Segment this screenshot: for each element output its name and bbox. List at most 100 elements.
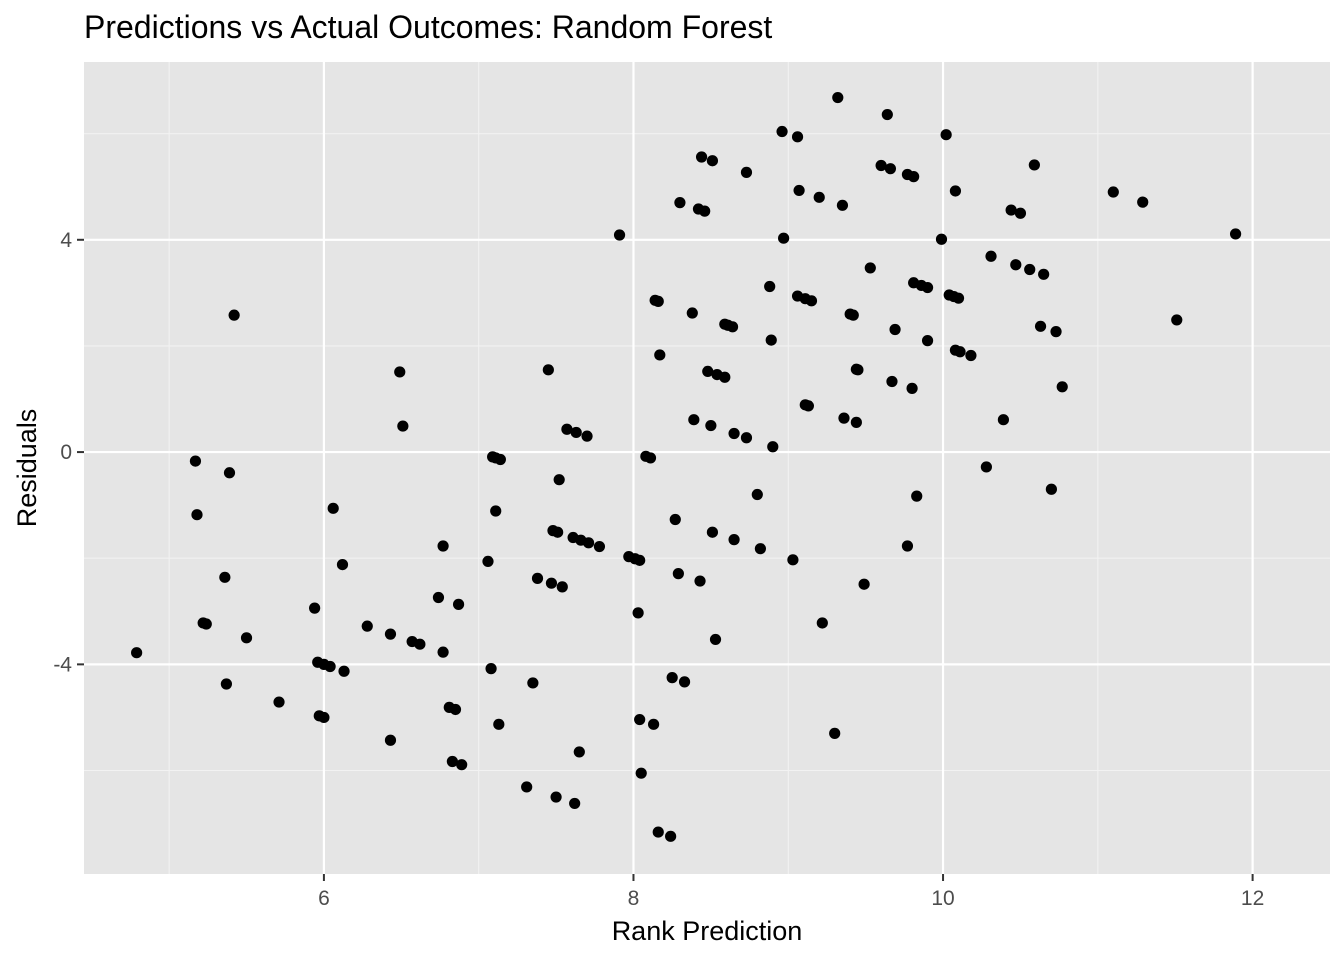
data-point [686, 307, 698, 319]
data-point [131, 647, 143, 659]
data-point [935, 233, 948, 245]
data-point [384, 628, 397, 640]
data-point [906, 382, 918, 394]
data-point [908, 171, 920, 183]
data-point [985, 250, 997, 262]
data-point [200, 618, 212, 630]
chart-title: Predictions vs Actual Outcomes: Random F… [84, 9, 772, 45]
data-point [816, 617, 828, 629]
data-point [191, 509, 203, 521]
data-point [706, 155, 719, 167]
data-point [569, 797, 581, 810]
data-point [858, 578, 870, 590]
data-point [556, 581, 568, 593]
data-point [394, 366, 406, 378]
data-point [672, 568, 684, 580]
data-point [531, 572, 544, 584]
data-point [875, 159, 887, 172]
data-point [220, 678, 232, 690]
data-point [561, 423, 573, 435]
data-point [778, 232, 790, 244]
data-point [648, 718, 660, 730]
data-point [793, 184, 805, 197]
data-point [901, 540, 914, 552]
data-point [1010, 259, 1022, 271]
data-point [695, 151, 708, 163]
data-point [570, 426, 582, 439]
y-axis: -4 0 4 [53, 229, 84, 676]
data-point [654, 349, 666, 361]
y-tick-label: 4 [60, 229, 72, 252]
data-point [324, 660, 336, 673]
data-point [980, 461, 992, 473]
data-point [338, 665, 350, 677]
data-point [764, 280, 776, 293]
data-point [582, 537, 595, 549]
data-point [437, 540, 449, 552]
major-gridlines [84, 62, 1330, 874]
data-point [223, 467, 236, 479]
data-point [632, 607, 644, 619]
data-point [881, 108, 893, 121]
data-point [751, 488, 763, 501]
data-point [669, 513, 681, 526]
data-point [740, 166, 753, 178]
data-point [336, 558, 349, 571]
data-point [952, 292, 965, 304]
data-point [240, 632, 253, 644]
data-point [545, 577, 558, 589]
data-point [635, 767, 647, 779]
y-tick-label: 0 [60, 441, 72, 464]
y-tick-label: -4 [53, 653, 72, 676]
data-point [666, 672, 678, 684]
data-point [767, 441, 779, 453]
data-points [131, 91, 1242, 842]
data-point [449, 703, 462, 716]
data-point [791, 131, 804, 143]
data-point [228, 309, 240, 321]
data-point [1050, 326, 1062, 338]
data-point [397, 420, 409, 432]
data-point [838, 412, 850, 424]
data-point [965, 349, 977, 362]
data-point [432, 591, 445, 604]
data-point [494, 453, 506, 466]
data-point [452, 598, 465, 610]
data-point [613, 229, 626, 241]
data-point [847, 309, 859, 321]
data-point [726, 321, 739, 333]
data-point [911, 490, 923, 502]
data-point [482, 555, 494, 568]
data-point [864, 262, 876, 274]
data-point [706, 526, 719, 538]
data-point [1107, 186, 1119, 198]
x-tick-label: 8 [628, 887, 640, 910]
data-point [581, 430, 593, 442]
data-point [634, 713, 646, 726]
data-point [384, 734, 397, 746]
data-point [1171, 314, 1183, 326]
data-point [644, 452, 657, 464]
data-point [754, 543, 767, 555]
data-point [699, 205, 711, 217]
data-point [832, 91, 844, 104]
data-point [414, 638, 426, 650]
data-point [886, 375, 898, 388]
data-point [709, 633, 722, 646]
data-point [361, 620, 373, 632]
data-point [813, 191, 825, 203]
minor-gridlines [84, 62, 1330, 874]
data-point [1137, 196, 1149, 208]
data-point [852, 364, 864, 376]
data-point [694, 575, 706, 587]
data-point [573, 746, 585, 758]
data-point [805, 295, 818, 307]
data-point [273, 696, 285, 708]
data-point [552, 526, 564, 538]
data-point [1014, 207, 1027, 219]
data-point [889, 323, 901, 336]
data-point [787, 554, 799, 566]
data-point [678, 676, 691, 688]
x-tick-label: 6 [318, 887, 330, 910]
